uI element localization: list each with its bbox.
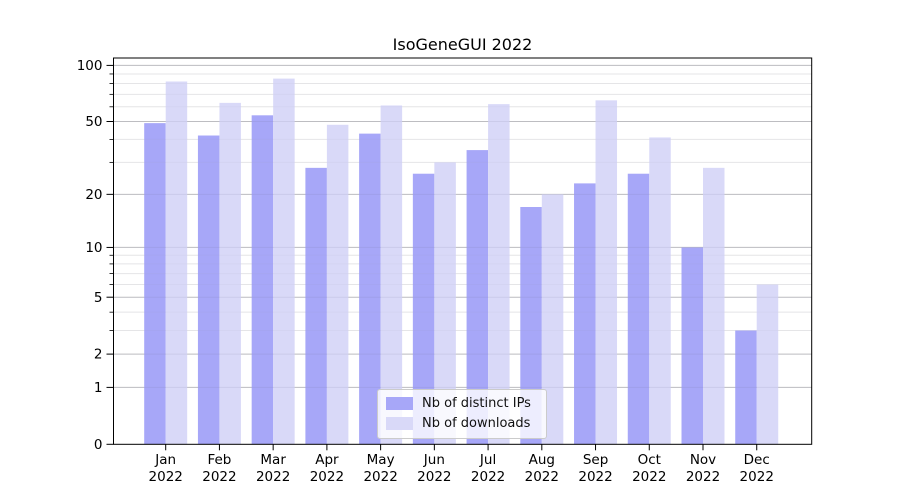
legend: Nb of distinct IPs Nb of downloads: [377, 389, 547, 439]
bar-distinct-ips: [412, 173, 435, 445]
x-tick-label-year: 2022: [632, 469, 666, 485]
bar-distinct-ips: [144, 123, 166, 445]
x-tick-label-month: Nov: [690, 452, 716, 468]
legend-label-downloads: Nb of downloads: [422, 416, 531, 431]
bar-downloads: [380, 105, 403, 445]
bar-distinct-ips: [197, 135, 220, 445]
x-tick-label-year: 2022: [310, 469, 344, 485]
legend-swatch-downloads: [386, 417, 413, 430]
x-tick-label-year: 2022: [417, 469, 451, 485]
bar-downloads: [756, 284, 779, 445]
x-tick-label-month: Jun: [423, 452, 445, 468]
x-tick-label-month: Apr: [315, 452, 339, 468]
y-tick-label: 10: [85, 240, 102, 256]
x-tick-label-year: 2022: [525, 469, 559, 485]
bar-downloads: [649, 137, 671, 445]
x-tick-label-month: Oct: [638, 452, 661, 468]
x-tick-label-year: 2022: [471, 469, 505, 485]
x-tick-label-month: Sep: [583, 452, 608, 468]
bar-downloads: [488, 104, 510, 445]
chart-title: IsoGeneGUI 2022: [392, 35, 533, 54]
y-tick-label: 100: [77, 58, 103, 74]
x-tick-label-year: 2022: [363, 469, 397, 485]
bar-downloads: [541, 194, 564, 445]
x-tick-label-year: 2022: [686, 469, 720, 485]
y-tick-label: 20: [85, 187, 102, 203]
x-tick-label-month: Feb: [207, 452, 231, 468]
legend-item-distinct-ips: Nb of distinct IPs: [386, 396, 536, 411]
bar-downloads: [219, 102, 241, 445]
x-tick-label-month: Mar: [260, 452, 286, 468]
x-tick-label-month: Jul: [479, 452, 496, 468]
y-tick-label: 2: [94, 347, 103, 363]
x-tick-label-year: 2022: [740, 469, 774, 485]
y-tick-label: 5: [94, 290, 103, 306]
x-tick-label-year: 2022: [256, 469, 290, 485]
bar-downloads: [326, 124, 349, 445]
y-tick-label: 50: [85, 114, 102, 130]
bar-distinct-ips: [466, 150, 489, 445]
x-tick-label-year: 2022: [578, 469, 612, 485]
bar-downloads: [703, 167, 725, 445]
bar-downloads: [165, 81, 188, 445]
legend-label-distinct-ips: Nb of distinct IPs: [422, 396, 531, 411]
bar-distinct-ips: [251, 115, 274, 445]
bar-distinct-ips: [627, 173, 650, 445]
bar-downloads: [595, 100, 618, 445]
legend-swatch-distinct-ips: [386, 397, 413, 410]
x-tick-label-year: 2022: [202, 469, 236, 485]
x-tick-label-year: 2022: [149, 469, 183, 485]
bar-downloads: [273, 78, 295, 445]
y-tick-label: 1: [94, 380, 103, 396]
plot-border: [113, 57, 813, 445]
legend-item-downloads: Nb of downloads: [386, 416, 536, 431]
bar-distinct-ips: [305, 167, 327, 445]
x-tick-label-month: Jan: [154, 452, 176, 468]
bar-distinct-ips: [520, 207, 542, 445]
bar-downloads: [434, 162, 456, 445]
x-tick-label-month: Aug: [529, 452, 555, 468]
bar-distinct-ips: [359, 133, 381, 445]
x-tick-label-month: May: [367, 452, 395, 468]
y-tick-label: 0: [94, 437, 103, 453]
bar-distinct-ips: [681, 247, 703, 445]
x-tick-label-month: Dec: [744, 452, 770, 468]
bar-distinct-ips: [574, 183, 596, 445]
bar-distinct-ips: [735, 330, 757, 445]
